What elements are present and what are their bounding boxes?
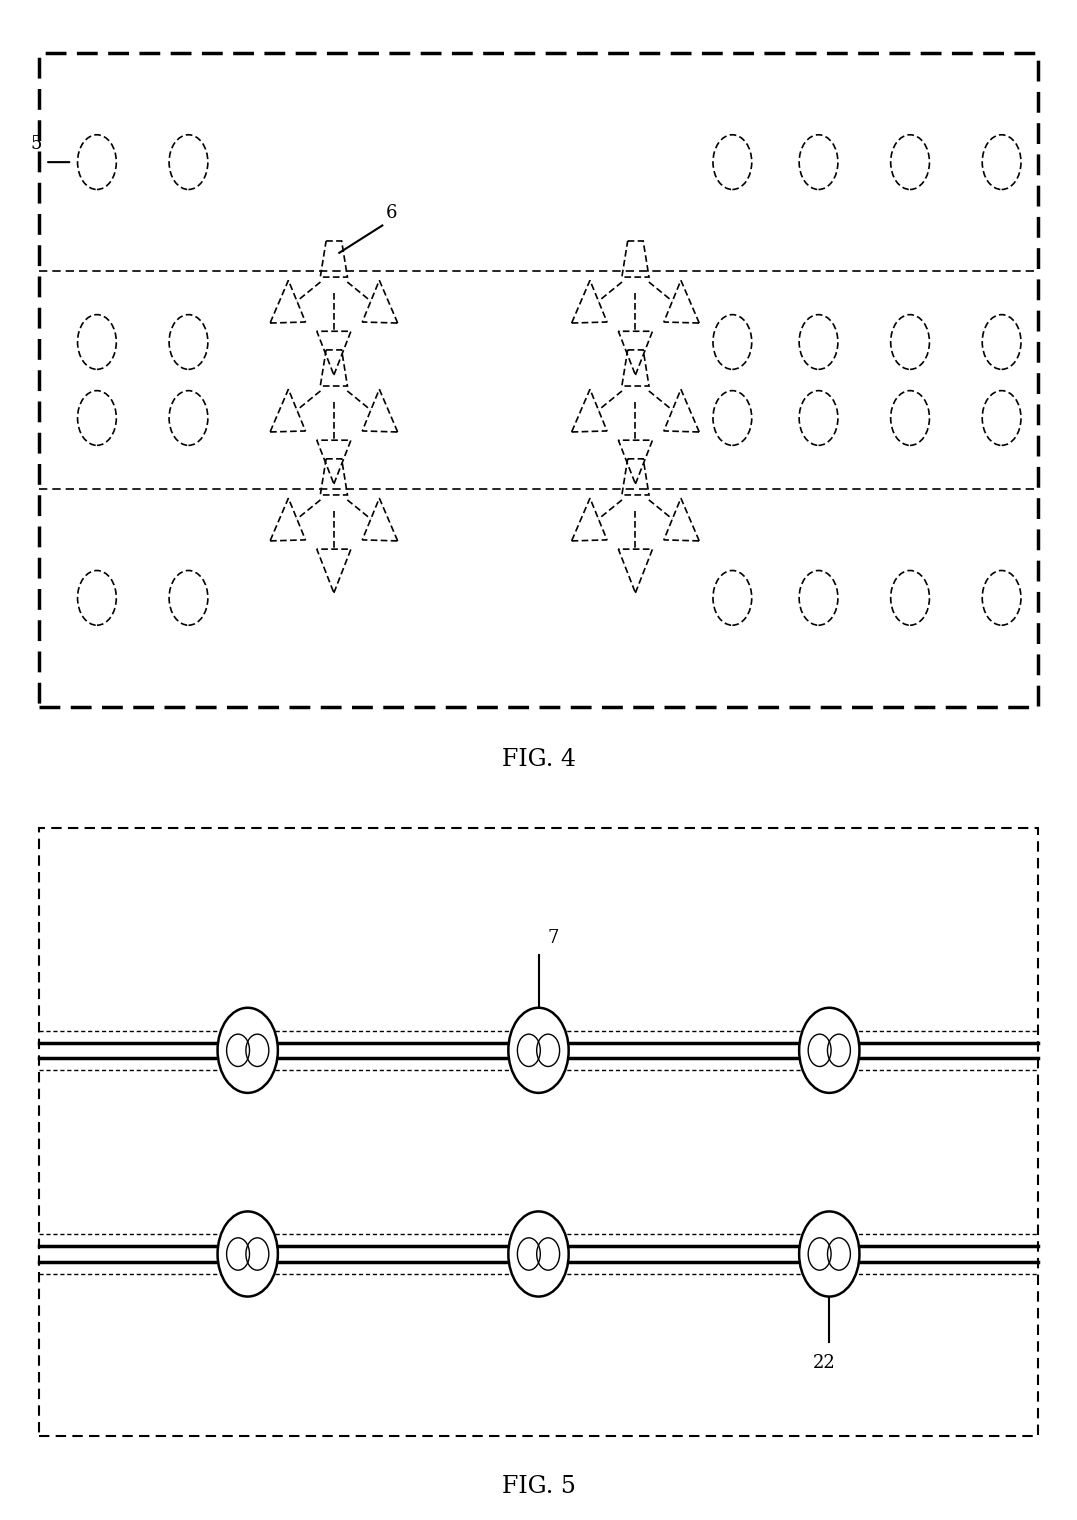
Circle shape <box>799 1008 859 1093</box>
Circle shape <box>508 1211 569 1297</box>
Circle shape <box>218 1211 278 1297</box>
Text: 7: 7 <box>547 929 559 947</box>
Text: 22: 22 <box>812 1354 836 1373</box>
Circle shape <box>218 1008 278 1093</box>
Text: 6: 6 <box>386 204 397 222</box>
Circle shape <box>508 1008 569 1093</box>
Text: 5: 5 <box>30 135 42 154</box>
Text: FIG. 4: FIG. 4 <box>502 748 575 772</box>
Circle shape <box>799 1211 859 1297</box>
Text: FIG. 5: FIG. 5 <box>502 1474 575 1499</box>
